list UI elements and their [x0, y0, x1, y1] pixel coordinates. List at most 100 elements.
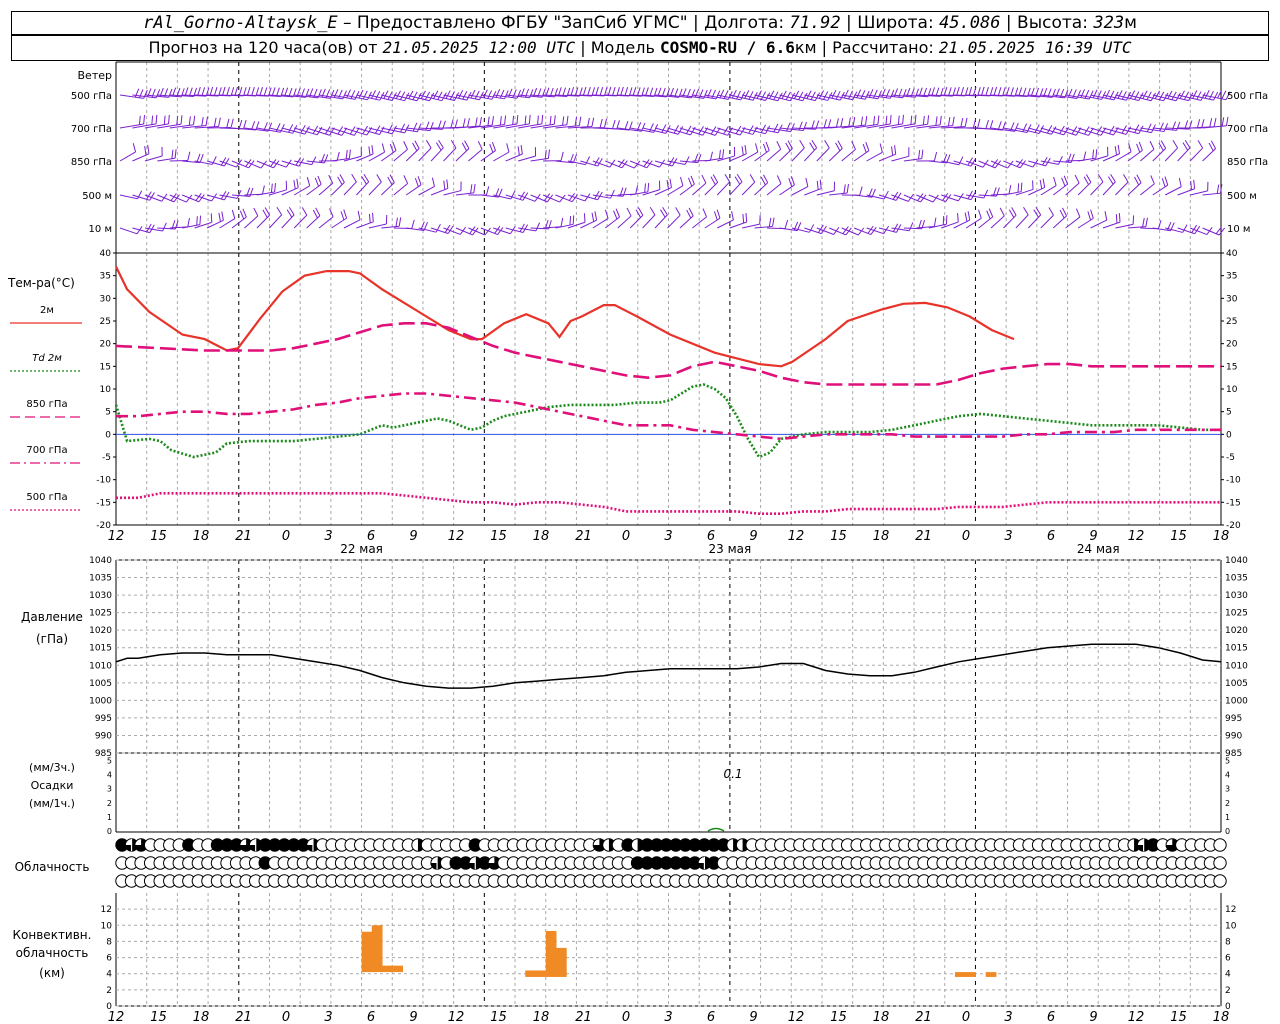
wind-barb-flag [414, 178, 419, 187]
hour-tick-label-bottom: 18 [1213, 1010, 1230, 1024]
wind-barb-flag [1051, 126, 1057, 135]
wind-barb-flag [1197, 140, 1204, 149]
conv-ytick-label: 2 [106, 986, 112, 996]
wind-barb-flag [785, 142, 791, 151]
wind-barb-flag [450, 140, 457, 149]
wind-barb-flag [932, 194, 939, 203]
temp-ytick-label-right: -5 [1226, 453, 1235, 463]
wind-barb-flag [1104, 211, 1108, 221]
cloud-fill-full [707, 856, 721, 870]
wind-barb [891, 194, 909, 202]
wind-barb [804, 147, 818, 162]
wind-barb-flag [806, 90, 812, 99]
wind-barb [1040, 185, 1057, 196]
precip-ytick-label-right: 2 [1225, 799, 1230, 808]
wind-barb-flag [857, 227, 865, 236]
wind-barb [119, 123, 144, 129]
wind-barb-flag [710, 176, 716, 185]
wind-barb-flag [391, 92, 397, 101]
wind-barb [692, 182, 707, 196]
conv-bar [965, 972, 976, 977]
wind-barb-flag [180, 115, 183, 125]
hour-tick-label: 0 [962, 529, 970, 544]
hour-tick-label: 3 [324, 529, 332, 544]
wind-barb-flag [132, 143, 137, 153]
wind-barb-flag [1118, 213, 1121, 223]
wind-barb-flag [1158, 91, 1165, 100]
wind-barb [1189, 147, 1203, 162]
wind-barb-flag [1019, 160, 1026, 169]
pressure-line [115, 643, 1222, 689]
wind-barb-flag [403, 141, 408, 150]
wind-barb-flag [921, 149, 924, 159]
wind-barb [891, 227, 910, 232]
cloud-fill-full [478, 856, 492, 870]
wind-barb-flag [793, 90, 800, 99]
wind-barb [779, 184, 795, 196]
wind-barb [1152, 184, 1169, 196]
wind-barb-flag [1142, 90, 1148, 99]
wind-barb-flag [885, 115, 888, 125]
wind-barb [480, 150, 496, 162]
wind-barb-flag [687, 177, 693, 187]
wind-barb-flag [238, 119, 243, 129]
conv-ytick-label-right: 12 [1225, 905, 1236, 915]
temp-ytick-label-right: 10 [1226, 385, 1238, 395]
wind-barb-flag [346, 89, 351, 99]
wind-barb-flag [1200, 92, 1206, 101]
wind-barb-flag [408, 90, 414, 99]
wind-barb-flag [1010, 87, 1014, 97]
wind-barb-flag [788, 178, 793, 187]
wind-barb-flag [773, 123, 779, 133]
wind-barb [816, 147, 830, 162]
wind-barb-flag [718, 149, 721, 159]
calc-time: 21.05.2025 16:39 UTC [938, 38, 1132, 57]
wind-barb-flag [583, 213, 586, 223]
wind-barb-flag [324, 154, 329, 163]
wind-barb-flag [594, 190, 600, 200]
precip-annotation: 0.1 [723, 767, 742, 781]
wind-barb-flag [1136, 143, 1141, 153]
cloud-fill-full [679, 856, 692, 870]
wind-barb-flag [188, 87, 193, 97]
wind-barb-flag [367, 91, 372, 101]
wind-barb-flag [1123, 174, 1129, 183]
wind-barb-flag [653, 87, 658, 97]
wind-barb-flag [719, 89, 725, 99]
hour-tick-label: 21 [915, 529, 932, 544]
hour-tick-label-bottom: 0 [622, 1010, 630, 1024]
wind-barb-flag [557, 87, 562, 97]
legend-label: 700 гПа [26, 445, 67, 456]
wind-barb-flag [226, 86, 230, 96]
wind-barb-flag [843, 184, 846, 194]
temp-ytick-label-right: -20 [1226, 521, 1241, 531]
hour-tick-label-bottom: 21 [915, 1010, 932, 1024]
wind-barb-flag [1085, 174, 1092, 183]
wind-barb-flag [288, 124, 294, 133]
wind-barb-flag [188, 116, 191, 126]
wind-barb-flag [276, 87, 280, 97]
wind-barb-flag [479, 117, 482, 127]
wind-barb-flag [329, 208, 334, 217]
wind-barb-flag [666, 88, 671, 98]
wind-barb [1090, 181, 1104, 196]
wind-barb-flag [251, 120, 256, 130]
wind-barb-flag [151, 115, 154, 125]
hour-tick-label: 12 [448, 529, 465, 544]
wind-barb [443, 227, 461, 235]
conv-bar [555, 947, 567, 977]
wind-barb-flag [1219, 184, 1223, 194]
temp-ytick-label: 35 [100, 272, 111, 282]
wind-barb-flag [860, 116, 863, 126]
wind-barb-flag [306, 177, 311, 186]
temp-ytick-label: -10 [96, 476, 111, 486]
wind-barb-flag [868, 88, 874, 98]
wind-barb-flag [450, 119, 454, 129]
precip-ytick-label: 2 [107, 799, 112, 808]
wind-barb-flag [765, 141, 770, 151]
wind-barb-flag [1080, 89, 1086, 98]
cloud-fill-full [268, 838, 281, 852]
wind-barb [293, 185, 310, 196]
precip-ytick-label-right: 0 [1225, 827, 1230, 836]
wind-barb-flag [171, 149, 174, 159]
